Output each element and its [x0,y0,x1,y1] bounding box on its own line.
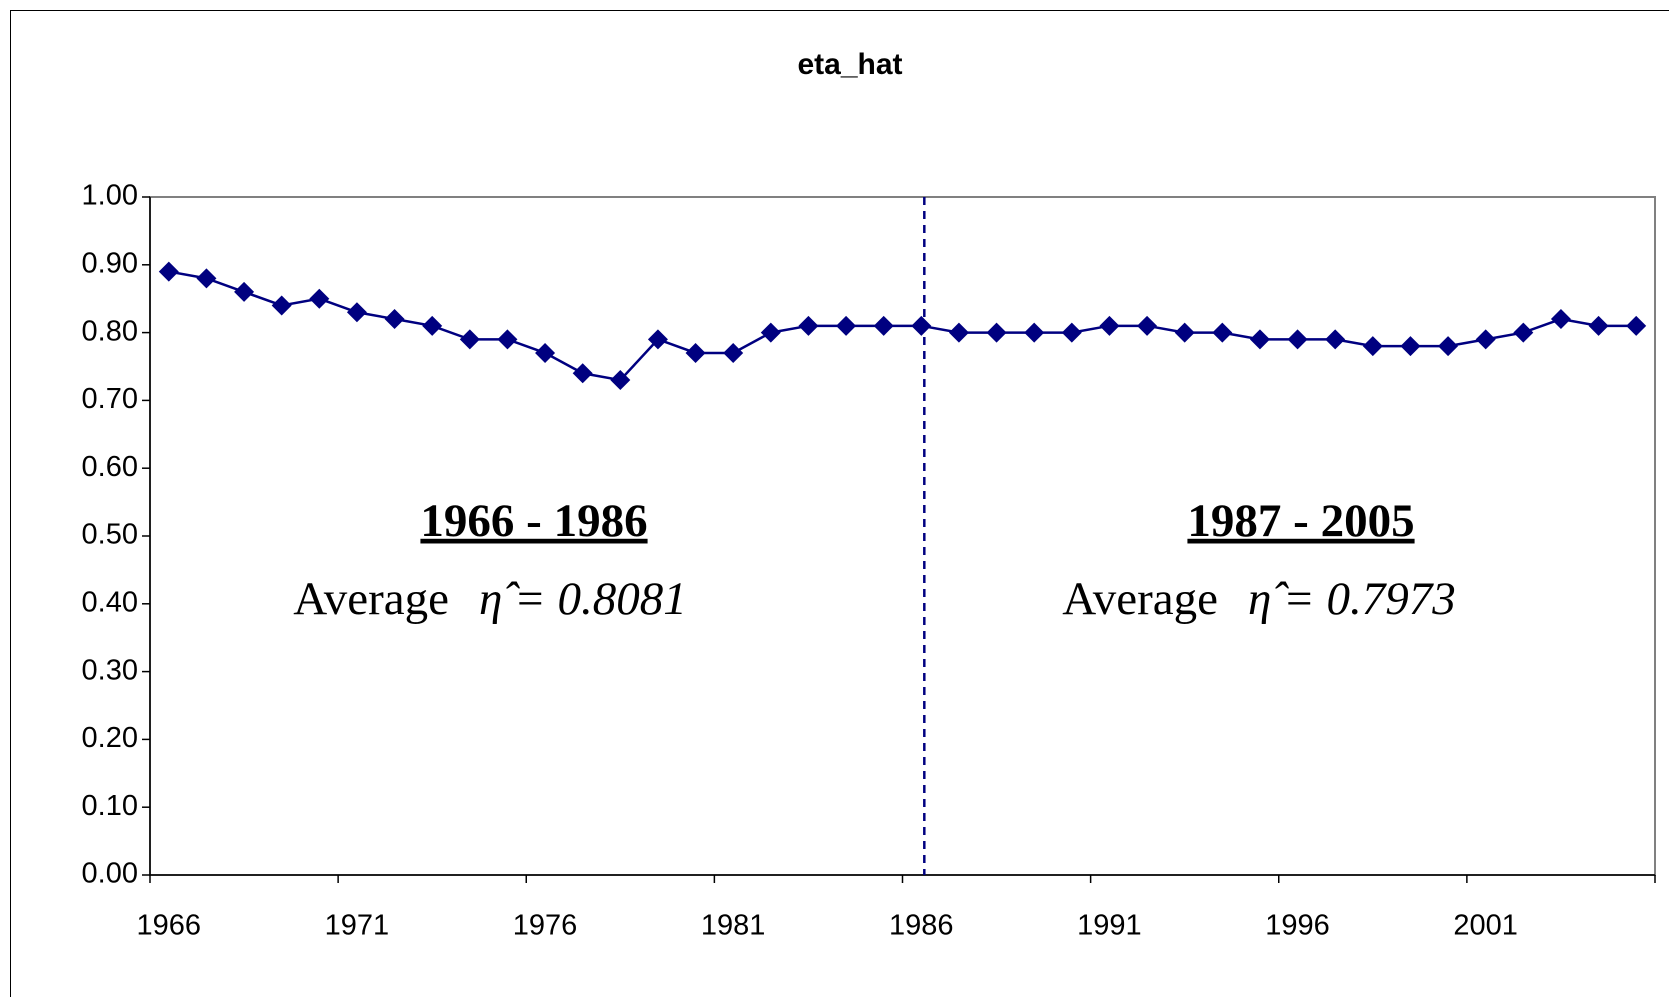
data-marker [158,261,179,282]
data-marker [1438,336,1459,357]
data-marker [723,342,744,363]
x-tick-label: 1966 [137,910,202,942]
data-marker [1287,329,1308,350]
data-marker [1325,329,1346,350]
annotation-formula: η̂ = 0.7973 [1248,573,1456,625]
data-marker [1626,315,1647,336]
annotation-formula: η̂ = 0.8081 [479,573,687,625]
y-tick-label: 0.70 [82,383,138,415]
data-marker [1061,322,1082,343]
data-marker [497,329,518,350]
y-tick-label: 0.50 [82,519,138,551]
data-marker [234,281,255,302]
data-marker [535,342,556,363]
x-tick-label: 2001 [1453,910,1518,942]
data-marker [1137,315,1158,336]
x-tick-label: 1981 [701,910,766,942]
data-marker [196,268,217,289]
data-marker [346,302,367,323]
data-marker [1550,309,1571,330]
y-tick-label: 0.90 [82,247,138,279]
y-tick-label: 0.20 [82,722,138,754]
data-marker [610,370,631,391]
data-marker [1212,322,1233,343]
annotation-text: Average η̂ = 0.7973 [1062,573,1455,625]
data-marker [422,315,443,336]
annotation-title: 1966 - 1986 [420,495,647,547]
y-tick-label: 1.00 [82,180,138,212]
data-marker [1513,322,1534,343]
x-tick-label: 1986 [889,910,954,942]
chart-title: eta_hat [797,48,902,81]
data-marker [309,288,330,309]
y-tick-label: 0.80 [82,315,138,347]
data-marker [1475,329,1496,350]
data-marker [873,315,894,336]
y-tick-label: 0.40 [82,586,138,618]
annotation-label: Average [293,573,449,625]
x-tick-label: 1991 [1077,910,1142,942]
x-tick-label: 1996 [1265,910,1330,942]
data-marker [760,322,781,343]
data-marker [1362,336,1383,357]
data-marker [948,322,969,343]
data-marker [798,315,819,336]
plot-area [149,196,1656,876]
y-tick-label: 0.60 [82,451,138,483]
y-tick-label: 0.00 [82,858,138,890]
data-marker [986,322,1007,343]
data-marker [459,329,480,350]
data-marker [1400,336,1421,357]
data-marker [836,315,857,336]
annotation-title: 1987 - 2005 [1187,495,1414,547]
y-tick-label: 0.30 [82,654,138,686]
data-marker [1099,315,1120,336]
x-tick-label: 1976 [513,910,578,942]
data-marker [1024,322,1045,343]
data-marker [647,329,668,350]
annotation-text: Average η̂ = 0.8081 [293,573,686,625]
data-marker [271,295,292,316]
data-marker [384,309,405,330]
data-marker [1588,315,1609,336]
data-marker [1174,322,1195,343]
data-marker [1249,329,1270,350]
data-marker [911,315,932,336]
data-marker [685,342,706,363]
annotation-label: Average [1062,573,1218,625]
series-line [168,270,1637,382]
y-tick-label: 0.10 [82,790,138,822]
x-tick-label: 1971 [325,910,390,942]
data-marker [572,363,593,384]
